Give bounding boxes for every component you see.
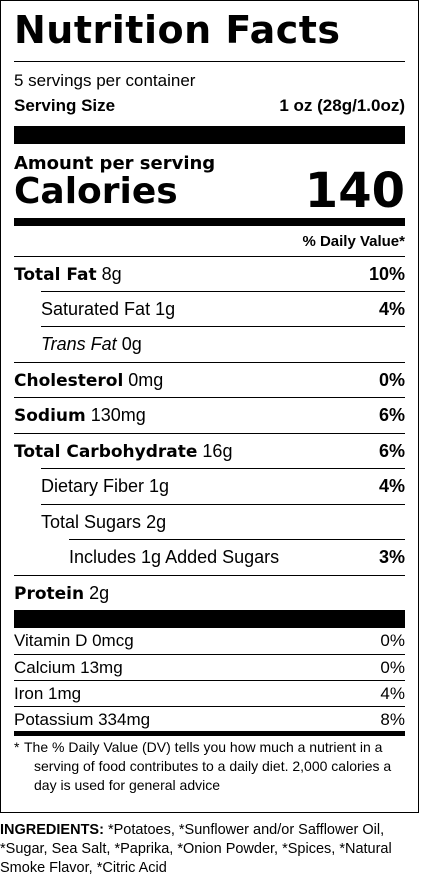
nutrient-amount: 2g <box>146 512 167 532</box>
vitamin-row: Vitamin D 0mcg 0% <box>14 628 405 654</box>
serving-size-label: Serving Size <box>14 96 116 115</box>
nutrient-dv: 6% <box>378 441 405 461</box>
daily-value-header: % Daily Value* <box>302 233 405 250</box>
medium-divider <box>14 731 405 736</box>
calories-value: 140 <box>304 163 405 219</box>
protein-row: Protein 2g <box>14 575 405 610</box>
vitamin-label: Vitamin D 0mcg <box>14 631 134 650</box>
footnote-text: The % Daily Value (DV) tells you how muc… <box>24 739 392 793</box>
total-fat-row: Total Fat 8g 10% <box>14 256 405 291</box>
nutrient-label: Total Sugars <box>41 512 142 532</box>
thick-divider <box>14 610 405 628</box>
nutrient-dv: 10% <box>368 264 405 284</box>
footnote: * The % Daily Value (DV) tells you how m… <box>14 738 409 795</box>
nutrient-label: Dietary Fiber <box>41 476 145 496</box>
cholesterol-row: Cholesterol 0mg 0% <box>14 362 405 397</box>
nutrient-dv: 0% <box>378 370 405 390</box>
nutrient-amount: 2g <box>89 583 110 603</box>
nutrient-amount: 16g <box>202 441 233 461</box>
trans-fat-row: Trans Fat 0g <box>41 326 405 361</box>
dietary-fiber-row: Dietary Fiber 1g 4% <box>41 468 405 503</box>
vitamin-row: Calcium 13mg 0% <box>14 654 405 680</box>
divider <box>14 61 405 62</box>
nutrition-facts-label: Nutrition Facts 5 servings per container… <box>0 0 419 813</box>
saturated-fat-row: Saturated Fat 1g 4% <box>41 291 405 326</box>
vitamin-dv: 0% <box>380 631 405 650</box>
nutrient-label: Trans Fat <box>41 334 117 354</box>
vitamin-dv: 8% <box>380 710 405 729</box>
label-title: Nutrition Facts <box>14 8 341 52</box>
nutrient-label: Total Carbohydrate <box>14 442 198 462</box>
amount-per-serving: Amount per serving <box>14 153 216 174</box>
nutrient-amount: 0mg <box>128 370 164 390</box>
nutrient-amount: 130mg <box>90 405 146 425</box>
calories-label: Calories <box>14 171 178 212</box>
vitamin-row: Iron 1mg 4% <box>14 680 405 706</box>
nutrient-dv: 6% <box>378 405 405 425</box>
servings-per-container: 5 servings per container <box>14 71 196 90</box>
thick-divider <box>14 126 405 144</box>
vitamin-row: Potassium 334mg 8% <box>14 706 405 732</box>
footnote-star: * <box>14 739 20 755</box>
medium-divider <box>14 218 405 226</box>
serving-size-value: 1 oz (28g/1.0oz) <box>279 96 405 115</box>
vitamin-dv: 4% <box>380 684 405 703</box>
nutrient-amount: 1g <box>155 299 176 319</box>
nutrient-label: Total Fat <box>14 265 97 285</box>
nutrient-label: Sodium <box>14 406 86 426</box>
added-sugars-row: Includes 1g Added Sugars 3% <box>69 539 405 574</box>
ingredients: INGREDIENTS: *Potatoes, *Sunflower and/o… <box>0 821 421 878</box>
nutrient-dv: 3% <box>378 547 405 567</box>
ingredients-label: INGREDIENTS: <box>0 822 104 838</box>
total-carbohydrate-row: Total Carbohydrate 16g 6% <box>14 433 405 468</box>
nutrient-label: Protein <box>14 584 85 604</box>
vitamin-label: Iron 1mg <box>14 684 82 703</box>
vitamin-label: Calcium 13mg <box>14 658 123 677</box>
sodium-row: Sodium 130mg 6% <box>14 397 405 432</box>
vitamin-dv: 0% <box>380 658 405 677</box>
nutrient-label: Cholesterol <box>14 371 124 391</box>
nutrient-amount: 8g <box>101 264 122 284</box>
vitamin-label: Potassium 334mg <box>14 710 151 729</box>
nutrient-dv: 4% <box>378 299 405 319</box>
nutrient-dv: 4% <box>378 476 405 496</box>
nutrient-label: Saturated Fat <box>41 299 151 319</box>
nutrient-amount: 0g <box>121 334 142 354</box>
nutrient-label: Includes 1g Added Sugars <box>69 547 280 567</box>
total-sugars-row: Total Sugars 2g <box>41 504 405 539</box>
nutrient-amount: 1g <box>149 476 170 496</box>
ingredients-text: *Potatoes, *Sunflower and/or Safflower O… <box>0 822 392 876</box>
